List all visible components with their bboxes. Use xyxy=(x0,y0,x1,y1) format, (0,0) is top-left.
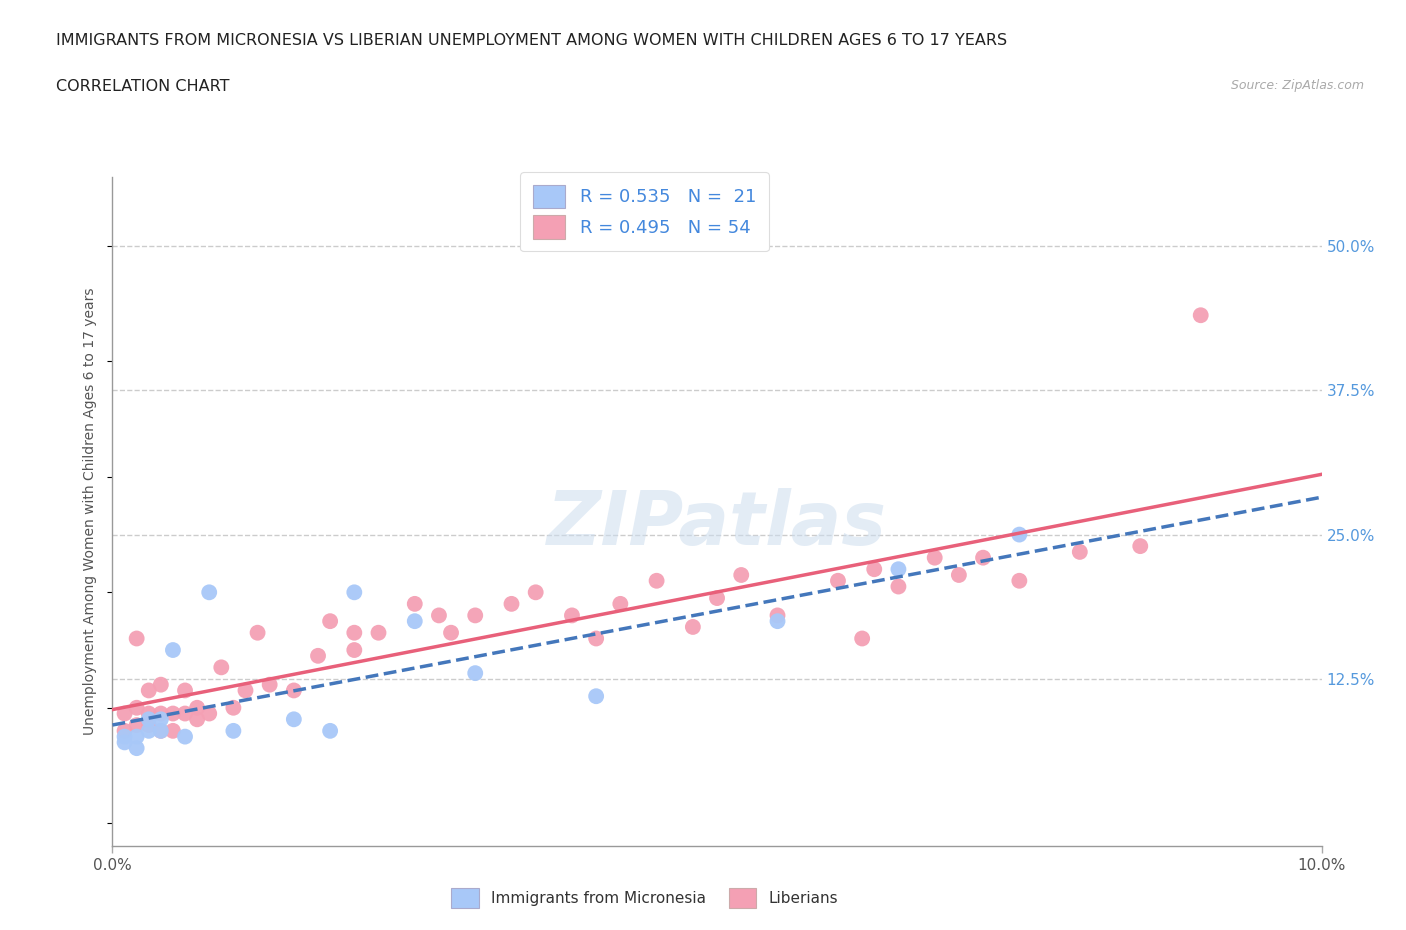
Point xyxy=(198,706,221,721)
Point xyxy=(887,579,910,594)
Point xyxy=(235,683,257,698)
Point xyxy=(585,631,607,646)
Point xyxy=(149,724,172,738)
Point xyxy=(246,625,269,640)
Point xyxy=(114,729,136,744)
Point xyxy=(501,596,523,611)
Point xyxy=(125,718,148,733)
Point xyxy=(198,585,221,600)
Text: ZIPatlas: ZIPatlas xyxy=(547,488,887,562)
Point xyxy=(149,724,172,738)
Point xyxy=(440,625,463,640)
Point xyxy=(283,683,305,698)
Point xyxy=(827,573,849,588)
Point xyxy=(404,596,426,611)
Point xyxy=(863,562,886,577)
Point xyxy=(1069,544,1091,559)
Point xyxy=(561,608,583,623)
Point xyxy=(174,706,197,721)
Point xyxy=(851,631,873,646)
Point xyxy=(706,591,728,605)
Point xyxy=(162,706,184,721)
Point xyxy=(174,683,197,698)
Point xyxy=(367,625,389,640)
Point xyxy=(730,567,752,582)
Point xyxy=(682,619,704,634)
Point xyxy=(114,724,136,738)
Point xyxy=(1129,538,1152,553)
Point xyxy=(149,706,172,721)
Y-axis label: Unemployment Among Women with Children Ages 6 to 17 years: Unemployment Among Women with Children A… xyxy=(83,287,97,736)
Point xyxy=(114,706,136,721)
Point xyxy=(524,585,547,600)
Text: IMMIGRANTS FROM MICRONESIA VS LIBERIAN UNEMPLOYMENT AMONG WOMEN WITH CHILDREN AG: IMMIGRANTS FROM MICRONESIA VS LIBERIAN U… xyxy=(56,33,1007,47)
Point xyxy=(766,608,789,623)
Point xyxy=(138,711,160,726)
Point xyxy=(464,666,486,681)
Point xyxy=(222,700,245,715)
Point xyxy=(887,562,910,577)
Point xyxy=(609,596,631,611)
Point xyxy=(1189,308,1212,323)
Point xyxy=(319,724,342,738)
Point xyxy=(149,711,172,726)
Point xyxy=(125,740,148,755)
Point xyxy=(222,724,245,738)
Point xyxy=(125,700,148,715)
Point xyxy=(1008,573,1031,588)
Point xyxy=(464,608,486,623)
Point xyxy=(343,625,366,640)
Point xyxy=(162,643,184,658)
Point xyxy=(972,551,994,565)
Point xyxy=(138,683,160,698)
Point xyxy=(209,660,232,675)
Point xyxy=(427,608,450,623)
Point xyxy=(404,614,426,629)
Point xyxy=(162,724,184,738)
Point xyxy=(138,718,160,733)
Point xyxy=(186,700,208,715)
Point xyxy=(948,567,970,582)
Point xyxy=(766,614,789,629)
Point xyxy=(186,711,208,726)
Point xyxy=(283,711,305,726)
Legend: Immigrants from Micronesia, Liberians: Immigrants from Micronesia, Liberians xyxy=(443,881,845,916)
Point xyxy=(924,551,946,565)
Point xyxy=(138,724,160,738)
Point xyxy=(125,729,148,744)
Point xyxy=(259,677,281,692)
Point xyxy=(174,729,197,744)
Point xyxy=(1008,527,1031,542)
Text: CORRELATION CHART: CORRELATION CHART xyxy=(56,79,229,94)
Point xyxy=(343,585,366,600)
Point xyxy=(343,643,366,658)
Text: Source: ZipAtlas.com: Source: ZipAtlas.com xyxy=(1230,79,1364,92)
Point xyxy=(114,735,136,750)
Point xyxy=(125,631,148,646)
Point xyxy=(585,689,607,704)
Point xyxy=(138,706,160,721)
Point xyxy=(319,614,342,629)
Point xyxy=(149,677,172,692)
Point xyxy=(645,573,668,588)
Point xyxy=(307,648,329,663)
